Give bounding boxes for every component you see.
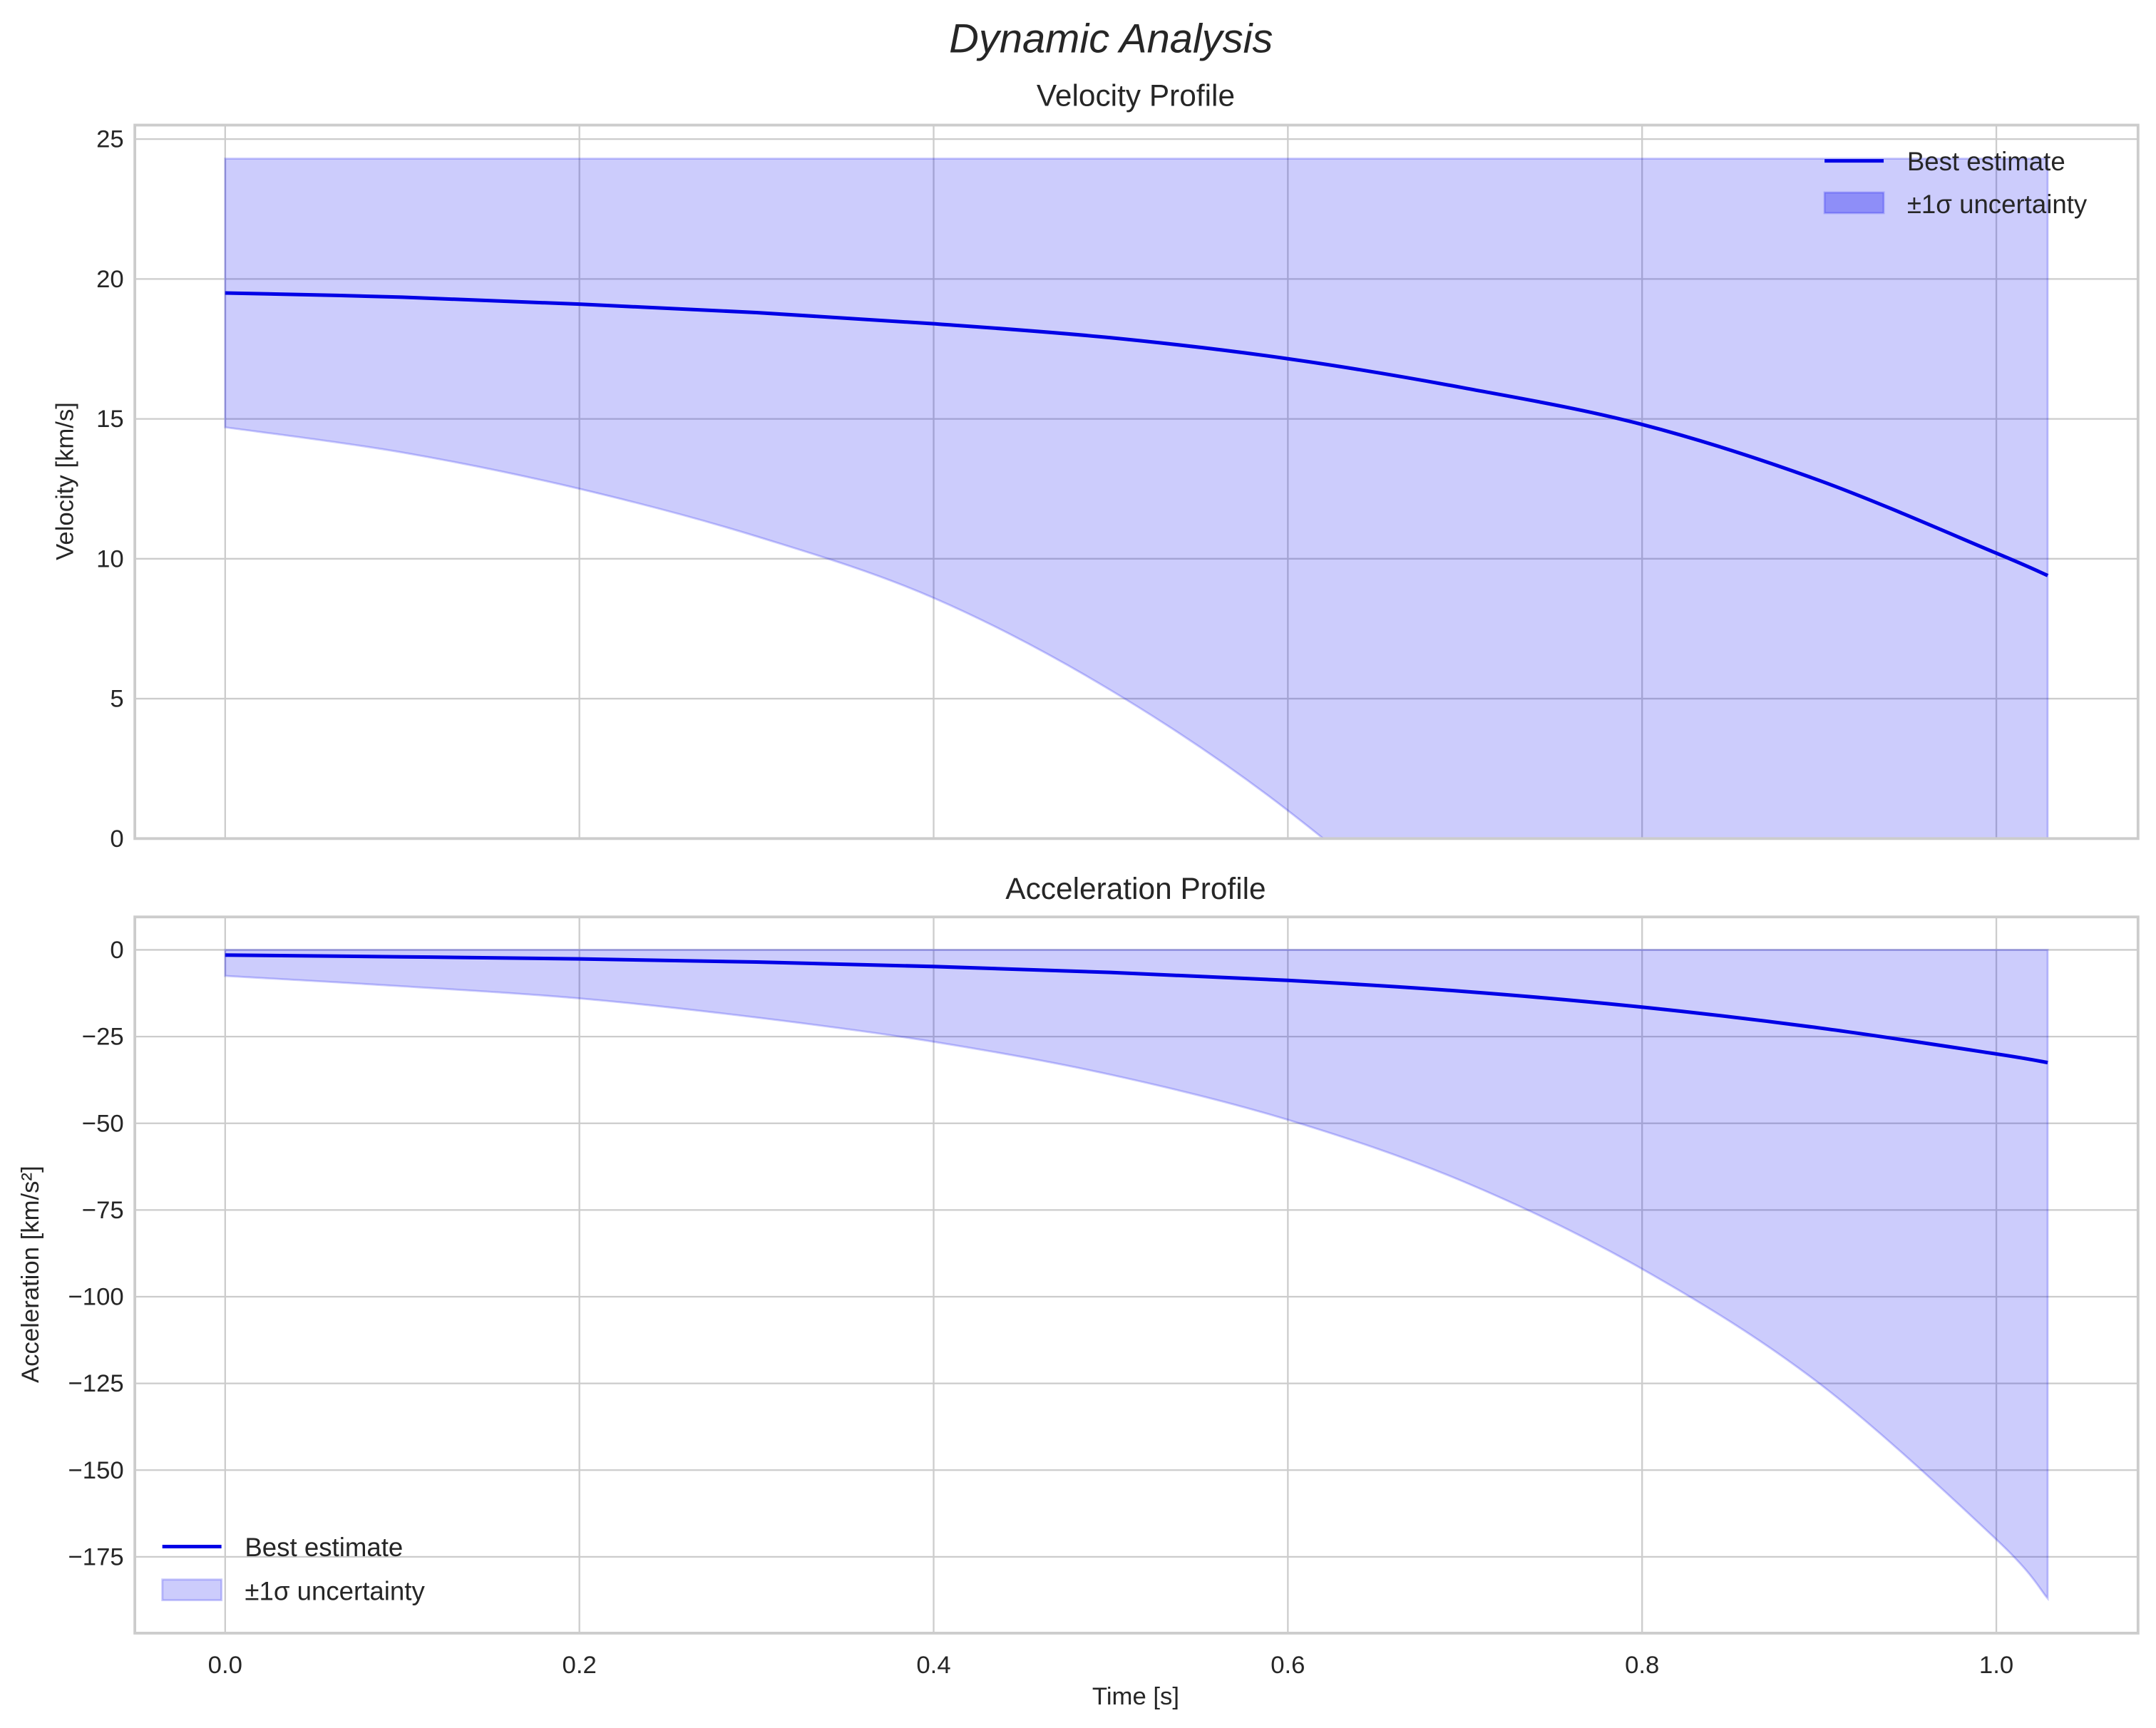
acceleration-axes-frame	[133, 915, 2140, 1635]
x-tick-label: 1.0	[1979, 1652, 2013, 1679]
y-tick-label: −75	[82, 1197, 124, 1224]
y-tick-label: −125	[68, 1370, 124, 1397]
acceleration-x-ticks: 0.0 0.2 0.4 0.6 0.8 1.0	[208, 1652, 2013, 1679]
acceleration-legend-best-estimate: Best estimate	[245, 1533, 403, 1562]
x-tick-label: 0.8	[1625, 1652, 1659, 1679]
acceleration-grid	[135, 917, 2138, 1633]
y-tick-label: 0	[110, 826, 123, 853]
velocity-uncertainty-band	[224, 158, 2049, 839]
y-tick-label: −150	[68, 1457, 124, 1484]
figure-suptitle: Dynamic Analysis	[949, 16, 1273, 61]
acceleration-y-label: Acceleration [km/s²]	[17, 1166, 44, 1383]
velocity-legend: Best estimate ±1σ uncertainty	[1823, 147, 2088, 219]
velocity-title: Velocity Profile	[1037, 78, 1235, 112]
y-tick-label: 10	[96, 545, 124, 572]
velocity-y-label: Velocity [km/s]	[51, 402, 78, 560]
y-tick-label: 20	[96, 266, 124, 293]
y-tick-label: −50	[82, 1110, 124, 1137]
acceleration-legend-uncertainty: ±1σ uncertainty	[245, 1577, 425, 1606]
y-tick-label: −175	[68, 1543, 124, 1570]
acceleration-legend: Best estimate ±1σ uncertainty	[161, 1533, 425, 1606]
y-tick-label: 5	[110, 686, 123, 713]
x-tick-label: 0.2	[563, 1652, 597, 1679]
velocity-best-estimate-line	[225, 291, 2049, 577]
velocity-axes: Velocity Profile 0 5 10 15 20 25 Velocity [km…	[51, 78, 2140, 853]
legend-band-swatch-icon	[161, 1578, 223, 1602]
x-tick-label: 0.4	[916, 1652, 950, 1679]
x-tick-label: 0.6	[1270, 1652, 1305, 1679]
velocity-y-ticks: 0 5 10 15 20 25	[96, 126, 124, 853]
x-tick-label: 0.0	[208, 1652, 242, 1679]
velocity-axes-frame	[133, 123, 2140, 840]
acceleration-best-estimate-line	[225, 953, 2048, 1065]
y-tick-label: 15	[96, 406, 124, 433]
y-tick-label: −25	[82, 1024, 124, 1051]
y-tick-label: −100	[68, 1284, 124, 1311]
velocity-legend-best-estimate: Best estimate	[1907, 147, 2065, 176]
acceleration-axes: Acceleration Profile 0 −25 −50 −75 −100 −125 −…	[17, 872, 2140, 1710]
velocity-legend-uncertainty: ±1σ uncertainty	[1907, 190, 2088, 219]
y-tick-label: 0	[110, 937, 123, 964]
x-axis-label: Time [s]	[1092, 1683, 1179, 1710]
legend-band-swatch-icon	[1823, 191, 1885, 215]
acceleration-uncertainty-band	[224, 949, 2049, 1602]
acceleration-y-ticks: 0 −25 −50 −75 −100 −125 −150 −175	[68, 937, 124, 1570]
y-tick-label: 25	[96, 126, 124, 153]
acceleration-title: Acceleration Profile	[1005, 872, 1266, 905]
